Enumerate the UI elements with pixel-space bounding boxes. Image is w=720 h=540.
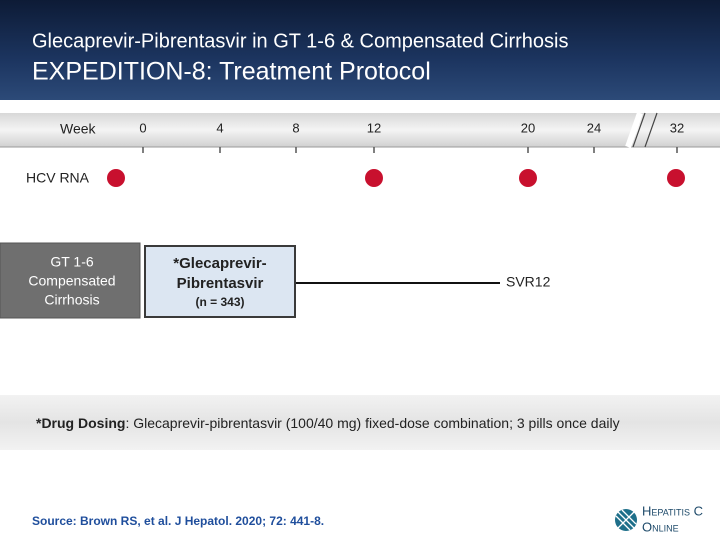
rna-dot (107, 169, 125, 187)
timeline-bar (0, 113, 720, 147)
logo-line2: Online (642, 519, 679, 534)
population-line: Cirrhosis (44, 292, 99, 308)
week-tick-label: 0 (139, 120, 146, 135)
dosing-label: *Drug Dosing (36, 415, 125, 431)
logo: Hepatitis C Online (615, 503, 703, 534)
rna-dot (667, 169, 685, 187)
week-label: Week (60, 121, 97, 137)
week-tick-label: 20 (521, 120, 535, 135)
break-mark (644, 112, 658, 148)
header-subtitle: Glecaprevir-Pibrentasvir in GT 1-6 & Com… (32, 30, 569, 52)
week-ticks: 0 4 8 12 20 24 32 (139, 120, 684, 153)
rna-dot (365, 169, 383, 187)
endpoint-label: SVR12 (506, 274, 551, 290)
week-tick-label: 4 (216, 120, 223, 135)
treatment-box (144, 245, 296, 318)
logo-hatch (615, 509, 637, 531)
rna-dot (519, 169, 537, 187)
population-line: GT 1-6 (50, 254, 94, 270)
week-tick-label: 12 (367, 120, 381, 135)
dosing-detail: : Glecaprevir-pibrentasvir (100/40 mg) f… (125, 415, 619, 431)
logo-line1: Hepatitis C (642, 503, 703, 518)
treatment-n: (n = 343) (195, 295, 244, 309)
break-gap (625, 112, 643, 148)
week-tick-label: 24 (587, 120, 601, 135)
dosing-band (0, 395, 720, 450)
week-tick-label: 32 (670, 120, 684, 135)
header-title: EXPEDITION-8: Treatment Protocol (32, 58, 431, 86)
treatment-line: *Glecaprevir- (173, 255, 266, 272)
hcv-rna-label: HCV RNA (26, 170, 90, 186)
source: Source: Brown RS, et al. J Hepatol. 2020… (32, 514, 324, 528)
population-line: Compensated (28, 273, 115, 289)
dosing-text: *Drug Dosing: Glecaprevir-pibrentasvir (… (36, 415, 620, 431)
week-tick-label: 8 (292, 120, 299, 135)
treatment-line: Pibrentasvir (177, 275, 264, 292)
population-box (0, 242, 141, 319)
header-band (0, 0, 720, 100)
break-mark (632, 112, 646, 148)
